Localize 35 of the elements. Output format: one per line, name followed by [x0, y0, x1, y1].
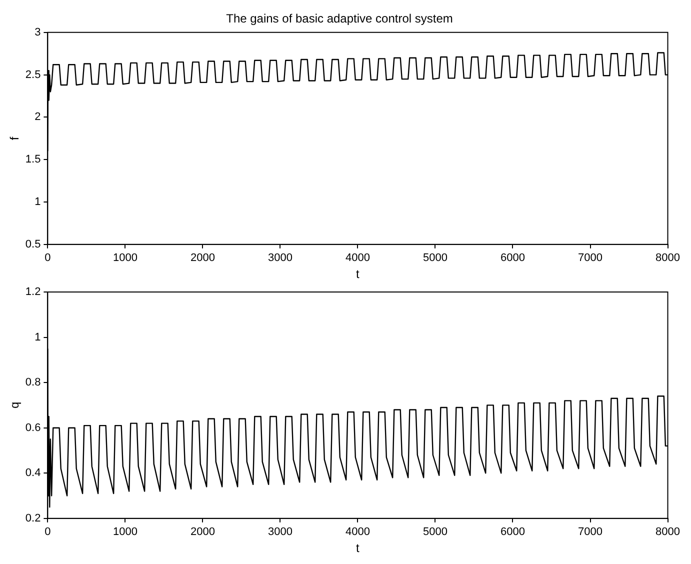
y-axis-title: f [8, 136, 22, 140]
x-tick-label: 5000 [422, 526, 448, 538]
y-tick-label: 1.2 [25, 286, 41, 298]
y-axis-title: q [8, 402, 22, 409]
x-tick-label: 7000 [578, 526, 602, 538]
x-tick-label: 3000 [268, 526, 292, 538]
x-tick-label: 8000 [656, 526, 680, 538]
y-tick-label: 2 [34, 111, 41, 124]
y-tick-label: 3 [34, 26, 41, 38]
x-tick-label: 2000 [190, 526, 215, 538]
y-tick-label: 1 [34, 196, 41, 208]
x-tick-label: 1000 [112, 526, 138, 538]
x-axis-title: t [356, 267, 360, 282]
x-tick-label: 6000 [500, 526, 525, 538]
x-tick-label: 0 [44, 526, 51, 538]
y-tick-label: 1.5 [25, 154, 41, 166]
chart-title: The gains of basic adaptive control system [226, 12, 453, 26]
x-tick-label: 4000 [345, 252, 370, 264]
y-tick-label: 0.4 [25, 467, 41, 480]
x-axis-title: t [356, 541, 360, 556]
y-tick-label: 1 [34, 331, 41, 344]
x-tick-label: 5000 [422, 252, 448, 264]
x-tick-label: 0 [44, 252, 51, 264]
x-tick-label: 4000 [345, 526, 370, 538]
y-tick-label: 2.5 [25, 68, 41, 81]
x-tick-label: 7000 [578, 252, 602, 264]
y-tick-label: 0.8 [25, 376, 41, 389]
x-tick-label: 1000 [112, 252, 138, 264]
x-tick-label: 3000 [268, 252, 292, 264]
x-tick-label: 8000 [656, 252, 680, 264]
y-tick-label: 0.6 [25, 422, 41, 434]
y-tick-label: 0.2 [25, 512, 41, 524]
x-tick-label: 2000 [190, 252, 215, 264]
y-tick-label: 0.5 [25, 238, 41, 250]
x-tick-label: 6000 [500, 252, 525, 264]
